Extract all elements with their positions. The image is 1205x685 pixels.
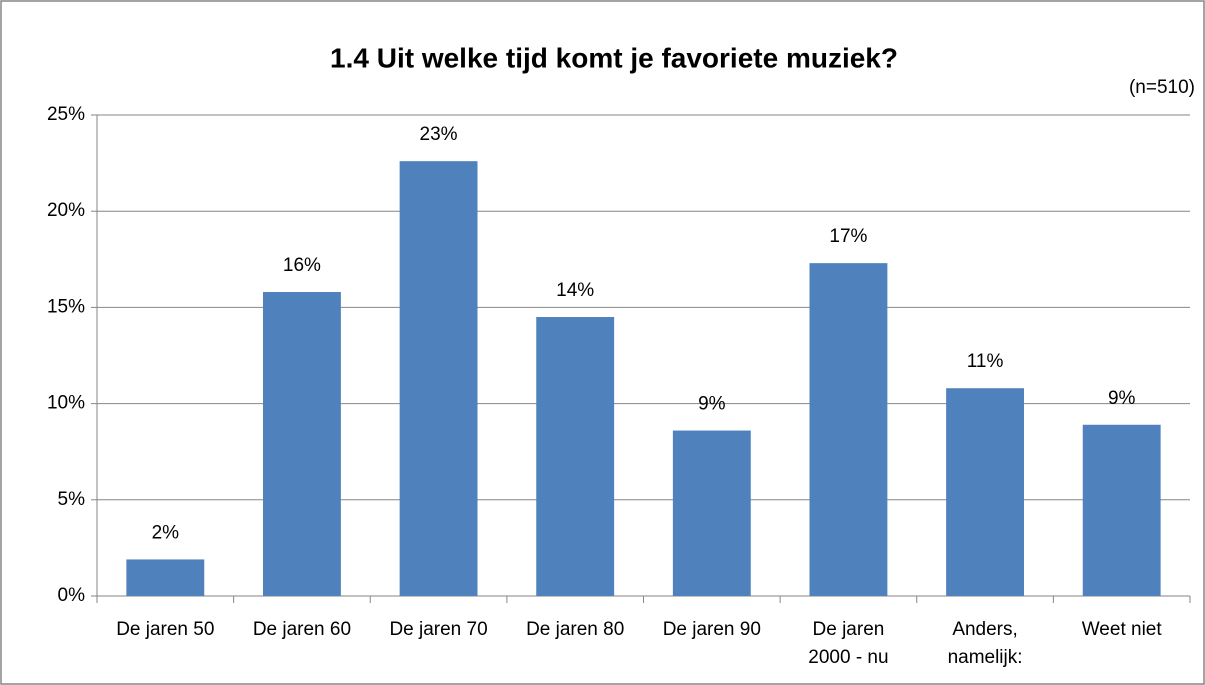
y-tick-label: 0% [58, 585, 86, 606]
chart-title: 1.4 Uit welke tijd komt je favoriete muz… [330, 42, 898, 73]
x-tick-label: De jaren 90 [662, 619, 761, 640]
y-tick-label: 5% [58, 489, 86, 510]
bar [1082, 424, 1161, 596]
data-label: 14% [556, 280, 594, 301]
x-tick-label: De jaren 60 [252, 619, 352, 640]
data-label: 2% [152, 522, 180, 543]
x-tick-label: De jaren 50 [116, 619, 215, 640]
y-tick-label: 10% [47, 393, 85, 414]
x-tick-label: De jaren 80 [526, 619, 625, 640]
bar [672, 430, 751, 596]
y-tick-label: 25% [47, 104, 85, 125]
data-label: 16% [283, 255, 321, 276]
bar [399, 161, 478, 596]
x-tick-label: De jaren 70 [389, 619, 488, 640]
data-label: 11% [967, 351, 1004, 372]
bar [809, 263, 888, 596]
bar [126, 559, 205, 596]
chart-subtitle: (n=510) [1129, 77, 1195, 98]
bar [946, 388, 1025, 596]
data-label: 9% [1108, 388, 1136, 409]
bar [536, 317, 615, 596]
data-label: 17% [829, 226, 867, 247]
y-tick-label: 20% [47, 200, 85, 221]
data-label: 9% [698, 394, 726, 415]
bar [262, 292, 341, 596]
y-tick-label: 15% [47, 296, 85, 317]
x-tick-label: Weet niet [1081, 619, 1162, 640]
data-label: 23% [420, 124, 458, 145]
x-tick-label: De jaren 2000 - nu [808, 619, 889, 668]
x-tick-label: Anders, namelijk: [947, 619, 1023, 668]
